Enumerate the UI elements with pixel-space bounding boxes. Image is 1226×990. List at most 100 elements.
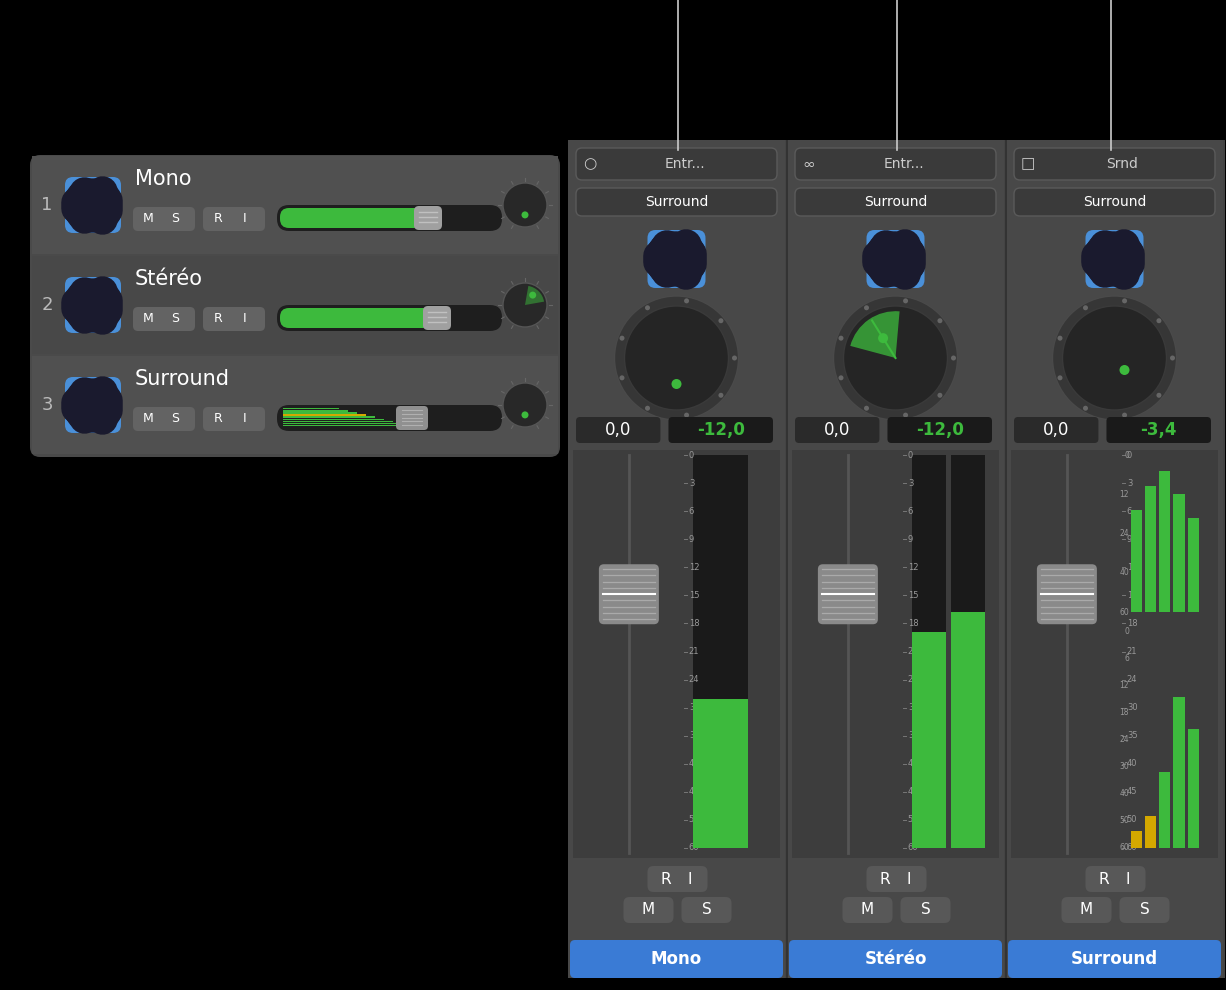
Bar	[693, 455, 748, 848]
Text: 15: 15	[1127, 591, 1138, 600]
Text: Mono: Mono	[135, 169, 191, 189]
FancyBboxPatch shape	[65, 377, 121, 433]
Text: M: M	[142, 213, 153, 226]
FancyBboxPatch shape	[1062, 897, 1112, 923]
Text: 30: 30	[689, 703, 700, 712]
Text: 1: 1	[42, 196, 53, 214]
Bar	[1145, 486, 1156, 612]
Text: M: M	[142, 313, 153, 326]
Text: 30: 30	[1119, 762, 1129, 771]
FancyBboxPatch shape	[1037, 564, 1097, 625]
Text: 24: 24	[907, 675, 918, 684]
Circle shape	[938, 393, 943, 398]
Text: S: S	[701, 903, 711, 918]
Circle shape	[843, 306, 948, 410]
Wedge shape	[851, 311, 900, 358]
Text: 2: 2	[42, 296, 53, 314]
Text: 21: 21	[907, 647, 918, 656]
Circle shape	[718, 393, 723, 398]
FancyBboxPatch shape	[414, 206, 443, 230]
Circle shape	[839, 375, 843, 380]
Circle shape	[878, 334, 888, 344]
FancyBboxPatch shape	[65, 177, 121, 233]
Bar	[32, 156, 558, 254]
Text: S: S	[170, 413, 179, 426]
Text: Surround: Surround	[1083, 195, 1146, 209]
Circle shape	[530, 292, 536, 299]
Text: S: S	[921, 903, 931, 918]
Text: 18: 18	[689, 619, 700, 628]
Bar	[1160, 772, 1171, 848]
Text: S: S	[170, 313, 179, 326]
Circle shape	[645, 406, 650, 411]
FancyBboxPatch shape	[204, 207, 265, 231]
FancyBboxPatch shape	[29, 155, 560, 457]
Text: 0,0: 0,0	[1043, 421, 1069, 439]
FancyBboxPatch shape	[65, 277, 121, 333]
Text: 60: 60	[1127, 843, 1138, 852]
FancyBboxPatch shape	[576, 148, 777, 180]
Circle shape	[1122, 413, 1127, 418]
Text: R: R	[1098, 871, 1108, 886]
FancyBboxPatch shape	[668, 417, 772, 443]
Text: Surround: Surround	[864, 195, 927, 209]
Text: 45: 45	[689, 787, 699, 796]
Text: I: I	[1125, 871, 1129, 886]
Text: 12: 12	[689, 562, 699, 572]
Bar	[568, 140, 785, 978]
Circle shape	[1083, 305, 1087, 310]
Text: S: S	[170, 213, 179, 226]
Circle shape	[1052, 296, 1177, 420]
Text: 40: 40	[907, 759, 918, 768]
Bar	[1145, 816, 1156, 848]
FancyBboxPatch shape	[818, 564, 878, 625]
Text: 12: 12	[907, 562, 918, 572]
Text: 35: 35	[1127, 732, 1138, 741]
Text: 30: 30	[907, 703, 918, 712]
Wedge shape	[525, 286, 544, 305]
Bar	[32, 356, 558, 454]
Bar	[283, 412, 357, 414]
FancyBboxPatch shape	[132, 307, 195, 331]
Text: 6: 6	[1127, 507, 1133, 516]
Bar	[786, 140, 788, 978]
Circle shape	[834, 296, 958, 420]
Text: 6: 6	[1124, 654, 1129, 663]
Bar	[1188, 729, 1199, 848]
Text: R: R	[660, 871, 671, 886]
Text: 6: 6	[689, 507, 694, 516]
FancyBboxPatch shape	[277, 305, 501, 331]
FancyBboxPatch shape	[570, 940, 783, 978]
Circle shape	[1156, 393, 1161, 398]
Text: R: R	[213, 313, 222, 326]
Bar	[1132, 831, 1143, 848]
Bar	[283, 417, 375, 418]
FancyBboxPatch shape	[1014, 148, 1215, 180]
Bar	[283, 408, 340, 410]
Bar	[1005, 140, 1007, 978]
FancyBboxPatch shape	[1014, 188, 1215, 216]
Circle shape	[672, 379, 682, 389]
FancyBboxPatch shape	[1106, 417, 1211, 443]
FancyBboxPatch shape	[1008, 940, 1221, 978]
Text: 24: 24	[1127, 675, 1138, 684]
Bar	[912, 632, 946, 848]
Text: 9: 9	[1127, 535, 1132, 544]
Bar	[787, 140, 1004, 978]
FancyBboxPatch shape	[204, 307, 265, 331]
FancyBboxPatch shape	[794, 148, 996, 180]
Bar	[283, 425, 411, 427]
FancyBboxPatch shape	[132, 207, 195, 231]
Text: 60: 60	[907, 843, 918, 852]
Bar	[283, 414, 367, 416]
Text: M: M	[642, 903, 655, 918]
Circle shape	[839, 336, 843, 341]
Circle shape	[645, 305, 650, 310]
Text: 15: 15	[907, 591, 918, 600]
Text: 18: 18	[1127, 619, 1138, 628]
Bar	[283, 421, 394, 422]
Bar	[568, 140, 1225, 978]
Bar	[1160, 470, 1171, 612]
Text: 21: 21	[689, 647, 699, 656]
FancyBboxPatch shape	[647, 230, 705, 288]
